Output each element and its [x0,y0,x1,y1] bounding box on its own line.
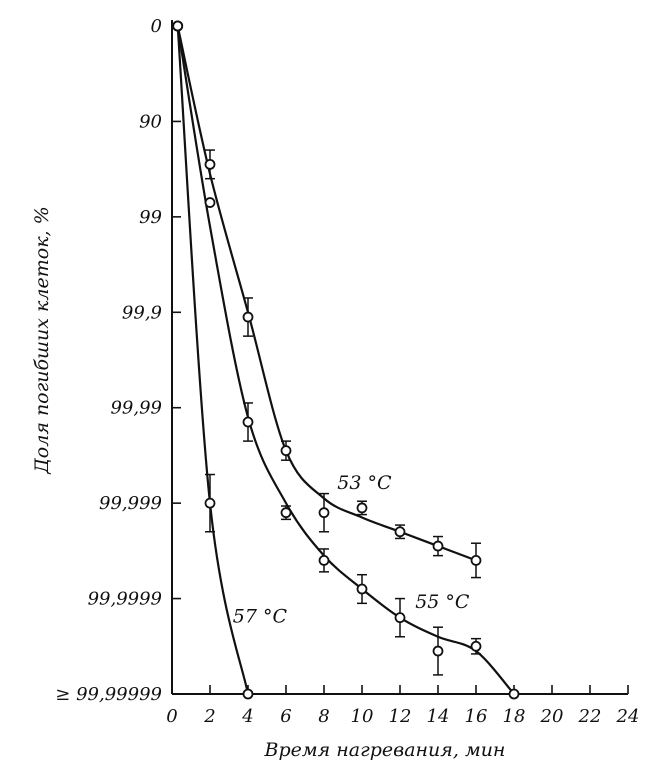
data-point [356,583,368,595]
x-axis-title: Время нагревания, мин [264,739,506,761]
y-ticks: 0 90 99 99,9 99,99 99,999 99,9999 ≥ 99,99999 [55,16,181,705]
data-point [318,507,330,519]
x-tick-label: 10 [351,706,374,727]
series-labels: 53 °C 55 °C 57 °C [233,472,470,628]
axes [171,20,628,695]
x-tick-label: 24 [616,706,640,727]
data-point [242,311,254,323]
series-label: 57 °C [233,605,288,627]
y-tick-label: 99 [139,207,162,228]
series-label: 53 °C [337,472,392,494]
data-point [432,645,444,657]
y-tick-label: 0 [151,16,162,37]
data-point [172,20,184,32]
data-point [394,526,406,538]
x-tick-label: 18 [503,706,526,727]
x-tick-label: 8 [318,706,329,727]
x-tick-label: 22 [578,706,602,727]
x-ticks: 0 2 4 6 8 10 12 14 16 18 20 22 24 [166,685,639,727]
y-tick-label: 90 [139,111,162,132]
data-points [172,20,520,700]
data-point [280,507,292,519]
data-point [432,540,444,552]
y-axis-title: Доля погибших клеток, % [31,206,53,474]
y-tick-label: 99,9 [122,302,162,323]
x-tick-label: 14 [427,706,450,727]
data-point [204,197,216,208]
data-point [204,158,216,170]
data-point [318,555,330,566]
x-tick-label: 6 [280,706,291,727]
y-tick-label: 99,9999 [88,589,162,610]
y-tick-label: 99,999 [99,493,162,514]
x-tick-label: 16 [465,706,488,727]
data-point [508,688,520,700]
data-point [280,445,292,457]
data-point [470,640,482,652]
data-point [394,612,406,624]
series-line [176,25,515,695]
x-tick-label: 0 [166,706,177,727]
y-tick-label: 99,99 [110,398,162,419]
data-point [356,502,368,514]
data-point [204,497,216,509]
y-tick-label: ≥ 99,99999 [55,684,162,705]
series-line [176,25,250,695]
x-tick-label: 12 [389,706,412,727]
series-label: 55 °C [415,591,470,613]
x-tick-label: 20 [540,706,564,727]
x-tick-label: 2 [203,706,215,727]
data-point [470,555,482,566]
data-point [242,416,254,428]
x-tick-label: 4 [241,706,253,727]
data-point [242,688,254,700]
